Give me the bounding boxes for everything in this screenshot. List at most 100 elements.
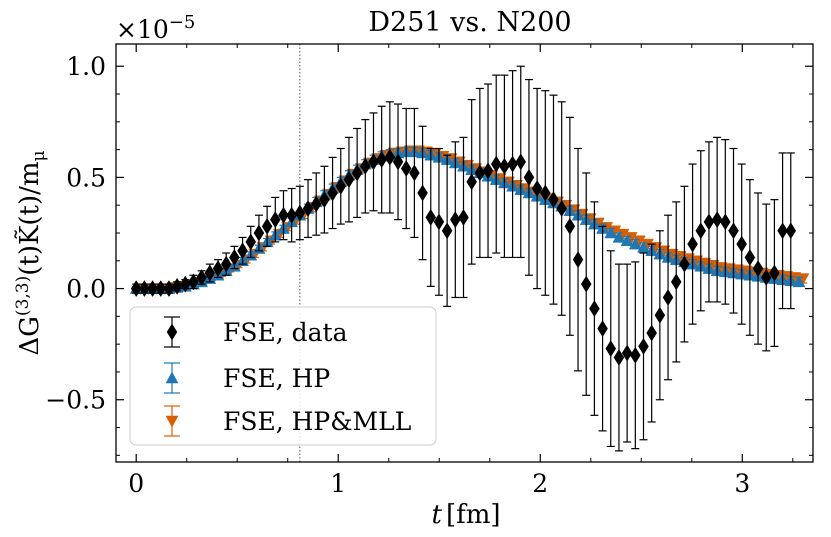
y-axis-main: ΔG <box>15 316 45 356</box>
x-axis-var: t <box>431 500 442 530</box>
data-point <box>507 155 518 173</box>
x-tick-label: 1 <box>330 469 346 498</box>
legend-entry: FSE, data <box>164 316 348 348</box>
data-point <box>785 222 797 240</box>
data-point <box>515 153 527 171</box>
data-point <box>270 211 281 229</box>
data-point <box>752 260 764 278</box>
data-point <box>613 349 625 366</box>
legend-marker <box>165 415 179 428</box>
data-point <box>278 206 289 224</box>
data-point <box>220 255 232 273</box>
data-point <box>351 164 363 182</box>
data-point <box>792 275 806 288</box>
data-point <box>253 224 265 242</box>
x-tick-label: 3 <box>734 469 750 498</box>
data-point <box>139 280 150 298</box>
chart-title: D251 vs. N200 <box>368 7 571 38</box>
y-tick-label: 1.0 <box>66 52 106 81</box>
legend-entry: FSE, HP <box>164 362 330 394</box>
data-point <box>638 337 649 355</box>
data-point <box>188 273 199 291</box>
data-point <box>711 211 723 229</box>
data-point <box>531 180 543 197</box>
y-tick-label: −0.5 <box>45 386 106 415</box>
data-point <box>204 264 216 282</box>
data-point <box>490 155 502 173</box>
data-point <box>335 177 347 195</box>
data-point <box>654 306 666 324</box>
data-point <box>302 200 314 218</box>
y-tick-label: 0.0 <box>66 275 106 304</box>
series-1 <box>129 145 806 294</box>
data-point <box>466 173 477 191</box>
data-point <box>620 234 634 247</box>
y-scale-main: ×10 <box>116 15 169 44</box>
data-point <box>261 217 273 235</box>
data-point <box>237 242 248 260</box>
data-point <box>703 213 715 231</box>
data-point <box>572 251 584 269</box>
data-point <box>450 211 461 229</box>
legend-entry: FSE, HP&MLL <box>164 405 411 437</box>
data-point <box>229 248 240 266</box>
data-point <box>597 320 608 338</box>
x-axis-unit: [fm] <box>446 500 501 530</box>
data-point <box>612 230 626 243</box>
data-point <box>417 184 428 202</box>
data-point <box>646 324 657 342</box>
data-point <box>580 275 592 293</box>
data-point <box>130 280 142 298</box>
data-point <box>400 160 412 177</box>
legend-label: FSE, HP&MLL <box>223 407 411 436</box>
y-axis-sub: μ <box>29 150 49 161</box>
data-point <box>564 217 576 235</box>
data-point <box>147 280 158 298</box>
data-point <box>720 213 731 231</box>
data-point <box>392 153 404 171</box>
legend-label: FSE, HP <box>223 364 330 393</box>
y-tick-label: 0.5 <box>66 163 106 192</box>
data-point <box>760 268 772 286</box>
legend-marker <box>166 323 178 341</box>
data-point <box>777 222 788 240</box>
data-point <box>744 248 756 266</box>
data-point <box>769 264 780 282</box>
data-point <box>409 164 420 182</box>
data-point <box>736 235 747 253</box>
x-tick-label: 0 <box>128 469 144 498</box>
y-axis-sup: (3,3) <box>13 276 33 316</box>
plot-frame <box>115 43 814 463</box>
data-point <box>245 233 257 251</box>
legend-frame <box>129 306 437 446</box>
data-point <box>384 148 396 166</box>
data-point <box>196 268 207 286</box>
legend-entries: FSE, data FSE, HP FSE, HP&MLL <box>164 316 411 437</box>
y-axis-label: ΔG(3,3)(t)K̃(t)/mμ <box>13 150 49 355</box>
data-point <box>679 255 690 273</box>
data-point <box>425 208 437 226</box>
data-point <box>319 191 330 209</box>
data-point <box>482 162 494 180</box>
data-point <box>621 344 633 362</box>
data-point <box>548 191 559 209</box>
data-point <box>523 168 535 186</box>
data-point <box>604 226 618 239</box>
data-point <box>670 273 682 291</box>
legend-label: FSE, data <box>223 318 348 347</box>
data-point <box>556 200 567 218</box>
data-point <box>343 171 355 189</box>
data-point <box>499 157 510 175</box>
data-point <box>155 280 167 298</box>
data-point <box>687 235 698 253</box>
legend-marker <box>165 371 179 384</box>
y-axis-rest: (t)K̃(t)/m <box>14 161 45 275</box>
data-point <box>441 222 453 240</box>
data-point <box>540 184 551 202</box>
axis-ticks: 0 1 2 3 −0.5 0.0 0.5 1.0 <box>45 44 813 498</box>
y-scale-label: ×10−5 <box>116 12 195 44</box>
data-point <box>695 222 707 240</box>
x-tick-label: 2 <box>532 469 548 498</box>
data-point <box>630 346 641 364</box>
